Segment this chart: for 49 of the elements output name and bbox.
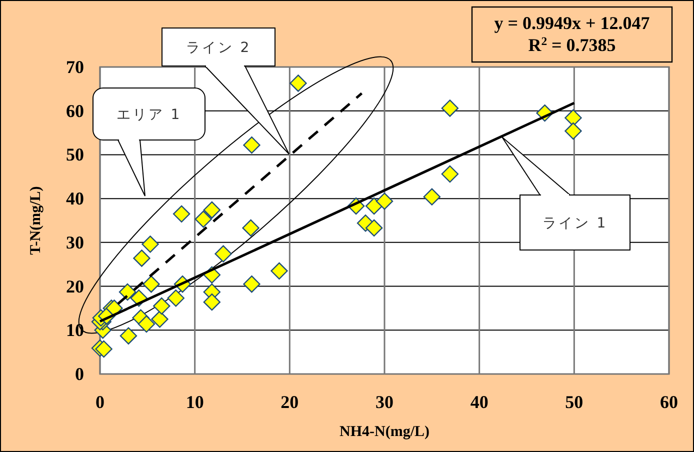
- point: [441, 100, 459, 117]
- x-tick-label: 30: [376, 392, 394, 412]
- point: [194, 210, 212, 228]
- x-tick-label: 60: [660, 392, 678, 412]
- annotation: エリア 1: [116, 107, 182, 123]
- point: [243, 275, 260, 293]
- point: [167, 290, 184, 307]
- y-tick-label: 60: [66, 100, 84, 121]
- point: [290, 74, 307, 92]
- text: R$^{2}$ = 0.7385: [528, 34, 616, 55]
- point: [423, 188, 441, 206]
- point: [376, 192, 394, 210]
- x-tick-label: 50: [565, 392, 584, 412]
- point: [118, 283, 136, 301]
- point: [133, 250, 150, 267]
- point: [564, 109, 582, 126]
- point: [365, 219, 383, 237]
- point: [214, 245, 232, 262]
- x-tick-label: 10: [186, 392, 204, 412]
- point: [172, 205, 190, 223]
- point: [142, 236, 159, 253]
- point: [203, 293, 221, 311]
- point: [142, 275, 160, 293]
- x-tick-label: 0: [96, 392, 104, 412]
- y-tick-label: 20: [66, 276, 84, 296]
- y-tick-label: 40: [66, 188, 84, 209]
- y-tick-label: 30: [66, 232, 84, 252]
- y-tick-label: 10: [66, 320, 84, 340]
- point: [270, 262, 288, 280]
- x-axis-title: NH4-N(mg/L): [340, 424, 430, 440]
- y-tick-label: 0: [75, 364, 84, 384]
- point: [441, 165, 459, 183]
- point: [120, 327, 138, 344]
- x-tick-label: 20: [280, 392, 299, 412]
- point: [243, 136, 260, 154]
- text: ライン 2: [186, 40, 252, 56]
- point: [564, 122, 582, 140]
- point: [242, 219, 260, 237]
- y-axis-title: T-N(mg/L): [28, 186, 44, 255]
- point: [95, 340, 112, 358]
- annotation: ライン 1: [542, 216, 608, 232]
- x-tick-label: 40: [470, 392, 488, 412]
- point: [203, 201, 221, 219]
- point: [138, 315, 156, 333]
- point: [153, 297, 170, 315]
- y-tick-label: 70: [66, 57, 84, 77]
- point: [151, 310, 168, 328]
- text: y = 0.9949x + 12.047: [494, 13, 650, 33]
- y-tick-label: 50: [66, 144, 84, 165]
